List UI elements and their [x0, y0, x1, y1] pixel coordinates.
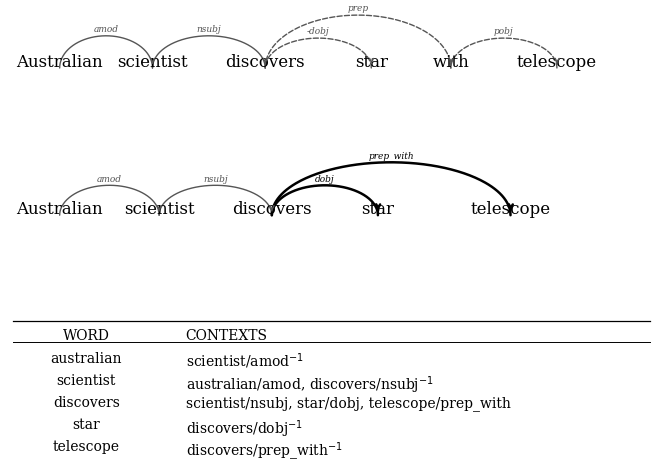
Text: scientist/nsubj, star/dobj, telescope/prep_with: scientist/nsubj, star/dobj, telescope/pr… [186, 395, 511, 410]
Text: discovers: discovers [232, 201, 312, 218]
Text: discovers/dobj$^{-1}$: discovers/dobj$^{-1}$ [186, 417, 302, 439]
Text: star: star [355, 54, 388, 71]
Text: prep: prep [347, 4, 369, 13]
Text: scientist: scientist [124, 201, 194, 218]
Text: pobj: pobj [494, 27, 514, 36]
Text: star: star [72, 417, 100, 431]
Text: star: star [361, 201, 394, 218]
Text: scientist: scientist [56, 373, 116, 387]
Text: nsubj: nsubj [203, 174, 228, 183]
Text: with: with [432, 54, 469, 71]
Text: Australian: Australian [17, 54, 103, 71]
Text: telescope: telescope [52, 439, 120, 453]
Text: discovers/prep_with$^{-1}$: discovers/prep_with$^{-1}$ [186, 439, 343, 459]
Text: CONTEXTS: CONTEXTS [186, 328, 268, 342]
Text: discovers: discovers [225, 54, 305, 71]
Text: telescope: telescope [471, 201, 550, 218]
Text: australian/amod, discovers/nsubj$^{-1}$: australian/amod, discovers/nsubj$^{-1}$ [186, 373, 434, 395]
Text: scientist: scientist [117, 54, 188, 71]
Text: Australian: Australian [17, 201, 103, 218]
Text: nsubj: nsubj [196, 25, 221, 34]
Text: amod: amod [97, 174, 122, 183]
Text: -dobj: -dobj [307, 27, 330, 36]
Text: scientist/amod$^{-1}$: scientist/amod$^{-1}$ [186, 351, 304, 371]
Text: discovers: discovers [53, 395, 119, 409]
Text: dobj: dobj [315, 174, 335, 183]
Text: prep_with: prep_with [369, 151, 414, 160]
Text: WORD: WORD [63, 328, 109, 342]
Text: telescope: telescope [517, 54, 597, 71]
Text: amod: amod [93, 25, 119, 34]
Text: australian: australian [50, 351, 122, 365]
